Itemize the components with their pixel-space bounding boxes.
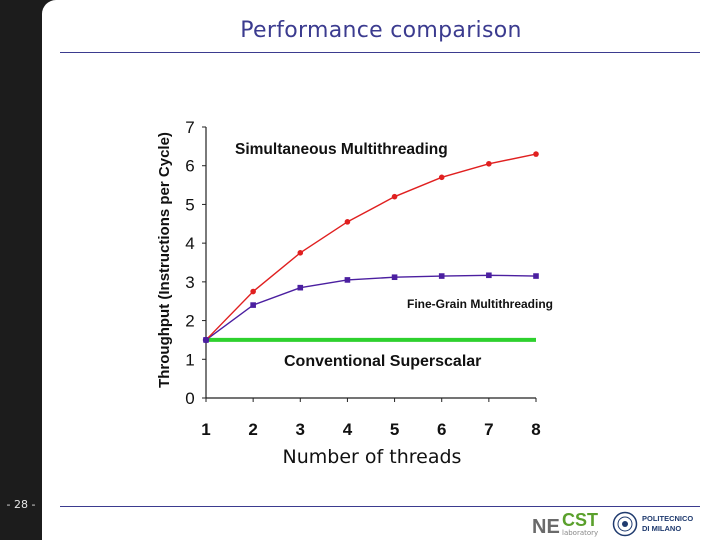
page-title: Performance comparison [240, 18, 522, 43]
title-divider [60, 52, 700, 53]
y-tick-label: 3 [185, 273, 194, 292]
series-line [205, 153, 537, 341]
data-point [344, 219, 351, 225]
necst-logo-cst: CST [562, 510, 598, 530]
series-label-superscalar: Conventional Superscalar [284, 353, 481, 370]
data-point [202, 336, 210, 344]
y-tick-label: 0 [185, 389, 194, 408]
data-point [486, 160, 492, 167]
data-point [250, 288, 256, 295]
x-tick-label: 1 [201, 420, 210, 439]
x-tick-label: 2 [248, 420, 257, 439]
y-tick-label: 5 [185, 195, 194, 214]
x-tick-label: 3 [296, 420, 305, 439]
x-tick-label: 6 [437, 420, 446, 439]
y-tick-label: 1 [185, 350, 194, 369]
polimi-logo: POLITECNICO DI MILANO [612, 510, 712, 538]
y-tick-label: 7 [185, 118, 194, 137]
y-tick-label: 4 [185, 234, 194, 253]
page-number: - 28 - [6, 498, 36, 511]
x-tick-label: 4 [343, 420, 353, 439]
necst-logo-sub: laboratory [562, 529, 599, 537]
data-point [438, 273, 445, 279]
chart-axes [205, 127, 536, 399]
series-label-fine-grain: Fine-Grain Multithreading [407, 297, 553, 311]
series-line [205, 274, 537, 341]
data-point [250, 302, 256, 308]
x-axis-label: Number of threads [282, 446, 462, 468]
polimi-line2: DI MILANO [642, 524, 682, 533]
data-point [438, 174, 445, 181]
footer-divider [60, 506, 700, 507]
x-tick-label: 5 [390, 420, 399, 439]
y-tick-label: 6 [185, 157, 194, 176]
data-point [486, 272, 492, 279]
data-point [391, 193, 398, 200]
x-tick-label: 7 [484, 420, 493, 439]
data-point [297, 284, 304, 291]
data-point [344, 277, 351, 283]
necst-logo: NE CST laboratory [532, 510, 612, 538]
data-point [533, 151, 539, 157]
data-point [391, 274, 398, 281]
chart-series [202, 151, 539, 344]
polimi-line1: POLITECNICO [642, 514, 694, 523]
series-label-smt: Simultaneous Multithreading [235, 141, 448, 158]
polimi-seal-icon [612, 511, 638, 537]
chart-series-labels: Simultaneous Multithreading Fine-Grain Mu… [235, 141, 553, 370]
polimi-text: POLITECNICO DI MILANO [642, 514, 693, 534]
necst-logo-ne: NE [532, 516, 560, 538]
data-point [533, 273, 539, 279]
data-point [297, 250, 304, 256]
x-tick-label: 8 [531, 420, 540, 439]
y-axis-label: Throughput (Instructions per Cycle) [156, 132, 173, 388]
y-tick-label: 2 [185, 312, 194, 331]
